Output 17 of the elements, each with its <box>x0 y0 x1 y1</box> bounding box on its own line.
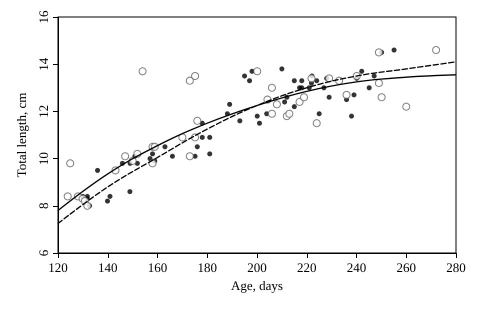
y-tick-label: 6 <box>36 249 51 256</box>
x-tick-label: 240 <box>346 260 366 275</box>
x-tick-label: 200 <box>247 260 267 275</box>
x-tick-label: 180 <box>198 260 217 275</box>
y-tick-label: 10 <box>36 152 51 166</box>
x-axis-title: Age, days <box>231 278 283 293</box>
y-tick-label: 8 <box>36 202 51 210</box>
x-tick-label: 160 <box>148 260 168 275</box>
x-tick-label: 220 <box>297 260 316 275</box>
x-tick-label: 120 <box>48 260 68 275</box>
y-axis-title: Total length, cm <box>14 92 29 178</box>
x-tick-label: 140 <box>98 260 118 275</box>
y-tick-label: 14 <box>36 57 51 71</box>
x-tick-label: 280 <box>446 260 466 275</box>
y-tick-label: 16 <box>36 10 51 24</box>
y-tick-label: 12 <box>36 104 51 118</box>
x-tick-label: 260 <box>396 260 416 275</box>
